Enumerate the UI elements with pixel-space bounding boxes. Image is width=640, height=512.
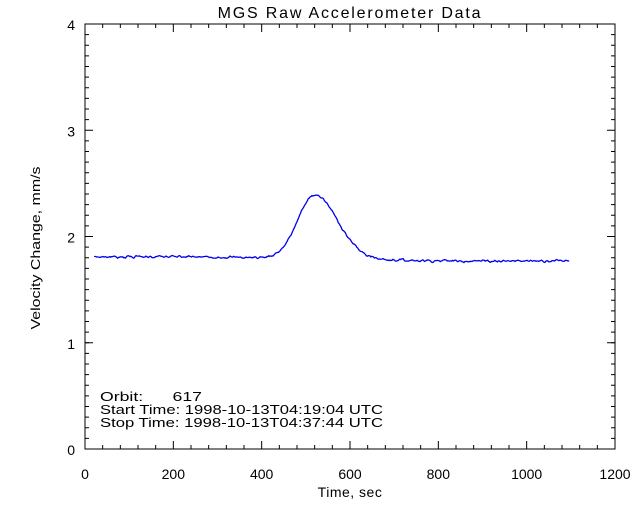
svg-text:1000: 1000 — [511, 466, 542, 482]
svg-text:4: 4 — [67, 17, 75, 33]
svg-text:0: 0 — [67, 442, 75, 458]
svg-text:3: 3 — [67, 123, 75, 139]
svg-text:1: 1 — [67, 336, 75, 352]
svg-text:Time, sec: Time, sec — [318, 484, 383, 500]
svg-text:Stop Time: 1998-10-13T04:37:44: Stop Time: 1998-10-13T04:37:44 UTC — [100, 416, 383, 430]
svg-text:600: 600 — [338, 466, 362, 482]
svg-text:800: 800 — [427, 466, 451, 482]
svg-text:200: 200 — [162, 466, 186, 482]
svg-text:400: 400 — [250, 466, 274, 482]
svg-text:Start Time: 1998-10-13T04:19:0: Start Time: 1998-10-13T04:19:04 UTC — [100, 403, 383, 417]
svg-text:2: 2 — [67, 230, 75, 246]
svg-text:MGS Raw Accelerometer Data: MGS Raw Accelerometer Data — [218, 5, 483, 22]
svg-text:1200: 1200 — [599, 466, 630, 482]
svg-text:Velocity Change, mm/s: Velocity Change, mm/s — [28, 166, 43, 330]
svg-text:0: 0 — [81, 466, 89, 482]
svg-text:Orbit: 617: Orbit: 617 — [100, 390, 202, 404]
